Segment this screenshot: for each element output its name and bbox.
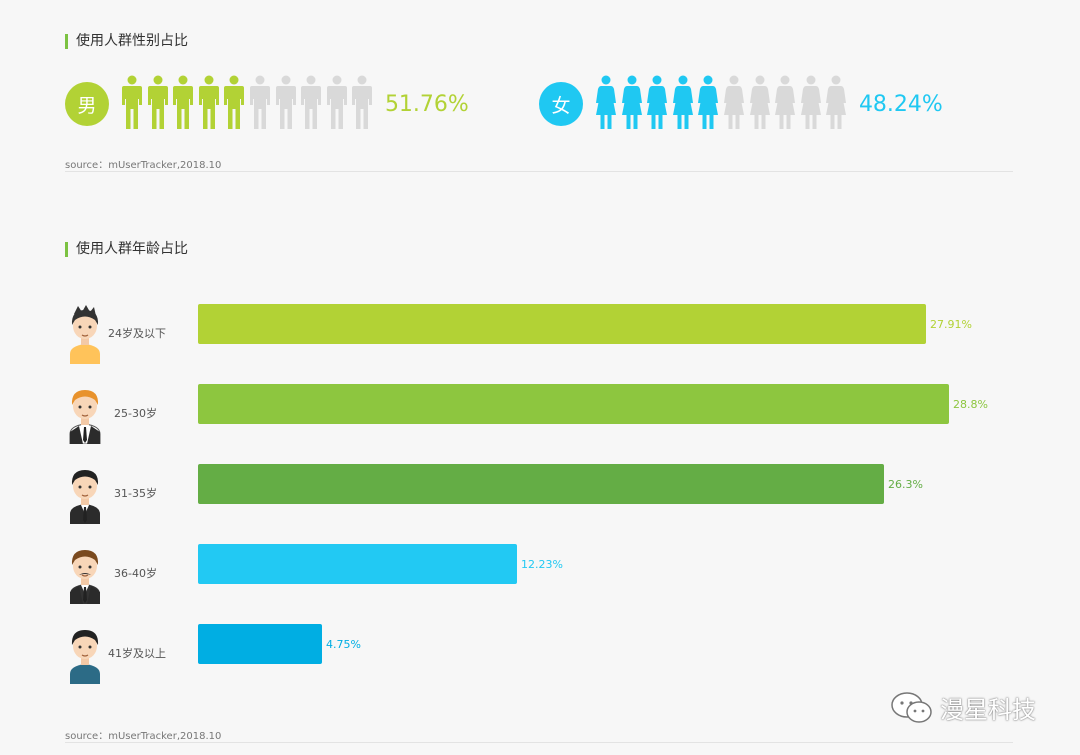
age-avatar-icon <box>64 304 106 364</box>
age-avatar-icon <box>64 624 106 684</box>
age-avatar-icon <box>64 464 106 524</box>
age-avatar-icon <box>64 384 106 445</box>
male-person-icon-filled <box>172 75 194 133</box>
gender-source: source：mUserTracker,2018.10 <box>65 160 222 171</box>
age-bar-value-label: 28.8% <box>953 398 988 411</box>
age-bar-value-label: 27.91% <box>930 318 972 331</box>
female-group: 女 48.24% <box>539 75 943 133</box>
age-category-label: 25-30岁 <box>114 407 157 420</box>
male-person-icon-filled <box>198 75 220 133</box>
age-bar-value-label: 4.75% <box>326 638 361 651</box>
divider <box>65 171 1013 172</box>
female-person-icon-filled <box>646 75 668 133</box>
male-badge: 男 <box>65 82 109 126</box>
male-person-icon-empty <box>326 75 348 133</box>
male-percent: 51.76% <box>384 91 469 117</box>
female-badge: 女 <box>539 82 583 126</box>
female-person-icon-filled <box>595 75 617 133</box>
male-person-icon-empty <box>275 75 297 133</box>
age-bar <box>198 384 949 424</box>
female-person-icon-empty <box>800 75 822 133</box>
male-person-icon-empty <box>351 75 373 133</box>
age-bar <box>198 304 926 344</box>
male-person-icon-empty <box>249 75 271 133</box>
age-category-label: 41岁及以上 <box>108 647 166 660</box>
age-category-label: 24岁及以下 <box>108 327 166 340</box>
male-person-icon-filled <box>147 75 169 133</box>
age-avatar-icon <box>64 544 106 604</box>
gender-section-title: 使用人群性别占比 <box>65 34 188 49</box>
male-people-icons <box>121 75 377 133</box>
age-category-label: 36-40岁 <box>114 567 157 580</box>
female-person-icon-filled <box>672 75 694 133</box>
male-person-icon-empty <box>300 75 322 133</box>
age-source: source：mUserTracker,2018.10 <box>65 731 222 742</box>
age-bar-value-label: 26.3% <box>888 478 923 491</box>
age-section-title: 使用人群年龄占比 <box>65 242 188 257</box>
female-person-icon-filled <box>697 75 719 133</box>
age-row: 41岁及以上 4.75% <box>0 618 1080 684</box>
age-bar <box>198 464 884 504</box>
female-people-icons <box>595 75 851 133</box>
male-person-icon-filled <box>121 75 143 133</box>
age-row: 36-40岁 12.23% <box>0 538 1080 604</box>
watermark-text: 漫星科技 <box>940 696 1036 724</box>
age-bar-value-label: 12.23% <box>521 558 563 571</box>
age-row: 24岁及以下 27.91% <box>0 298 1080 364</box>
watermark: 漫星科技 <box>890 690 1036 725</box>
age-row: 31-35岁 26.3% <box>0 458 1080 524</box>
female-person-icon-empty <box>749 75 771 133</box>
wechat-icon <box>891 691 932 723</box>
male-group: 男 51.76% <box>65 75 469 133</box>
age-bar <box>198 624 322 664</box>
male-person-icon-filled <box>223 75 245 133</box>
female-person-icon-empty <box>723 75 745 133</box>
divider <box>65 742 1013 743</box>
age-bar <box>198 544 517 584</box>
female-person-icon-empty <box>825 75 847 133</box>
age-category-label: 31-35岁 <box>114 487 157 500</box>
female-percent: 48.24% <box>858 91 943 117</box>
female-person-icon-filled <box>621 75 643 133</box>
age-row: 25-30岁 28.8% <box>0 378 1080 445</box>
female-person-icon-empty <box>774 75 796 133</box>
